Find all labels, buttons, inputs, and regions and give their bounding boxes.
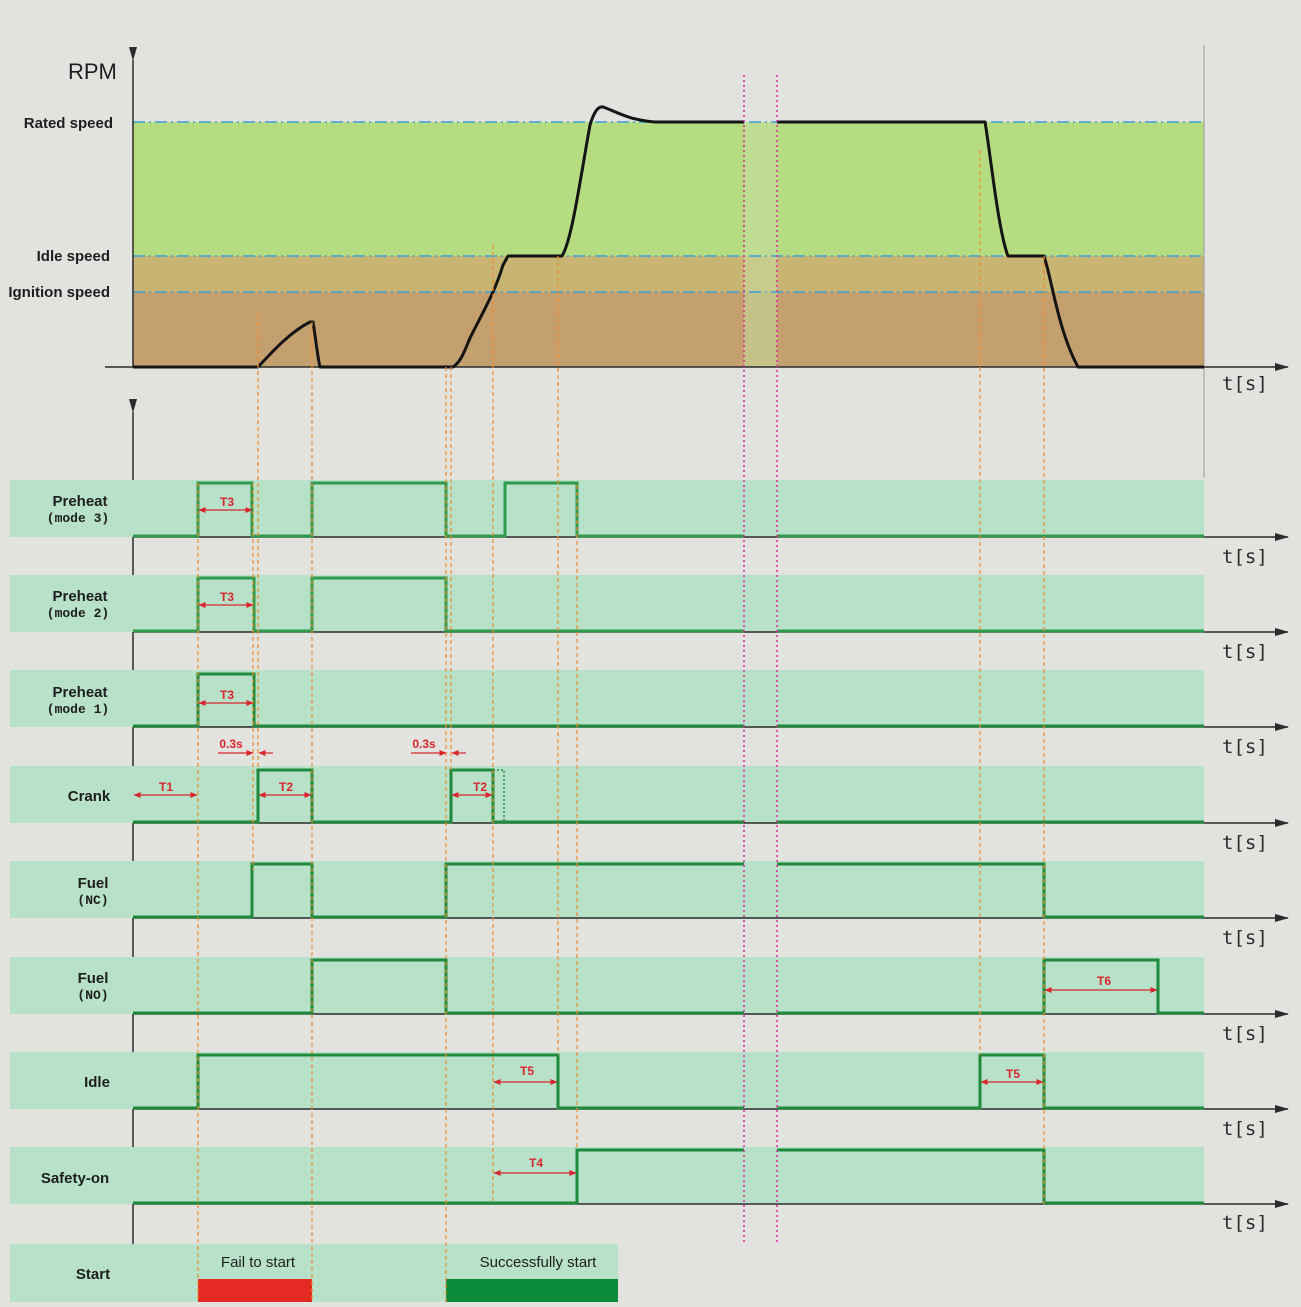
row-preheat-mode1: Preheat (mode 1) t[s] [10, 670, 1289, 758]
row-preheat-mode3: Preheat (mode 3) t[s] [10, 480, 1289, 568]
event-markers [197, 150, 1045, 1302]
time-unit-label: t[s] [1222, 641, 1268, 663]
rated-zone [133, 122, 1204, 256]
fail-to-start-bar [198, 1279, 312, 1302]
t1-label: T1 [159, 780, 173, 794]
signal-label: Fuel [78, 875, 109, 892]
fail-to-start-label: Fail to start [221, 1254, 296, 1271]
rpm-curve [133, 105, 1204, 369]
signal-label: Preheat [52, 684, 107, 701]
signal-sublabel: (NO) [77, 988, 108, 1003]
time-unit-label: t[s] [1222, 736, 1268, 758]
row-band [10, 766, 1204, 823]
t2-label-second: T2 [473, 780, 487, 794]
row-fuel-no: Fuel (NO) t[s] [10, 957, 1289, 1045]
rpm-time-axis-label: t[s] [1222, 373, 1268, 395]
delay-label-second: 0.3s [412, 737, 436, 751]
row-band [10, 480, 1204, 537]
signal-waveform [133, 1053, 1204, 1110]
t3-label-mode3: T3 [220, 495, 234, 509]
ignition-zone [133, 292, 1204, 367]
row-band [10, 575, 1204, 632]
t4-label: T4 [529, 1156, 543, 1170]
rated-speed-label: Rated speed [24, 115, 113, 132]
successfully-start-label: Successfully start [480, 1254, 598, 1271]
ignition-speed-label: Ignition speed [8, 284, 110, 301]
row-band [10, 1052, 1204, 1109]
signal-label: Crank [68, 788, 111, 805]
crank-extension-dotted [493, 769, 505, 822]
time-break-gap [744, 122, 777, 367]
row-band [10, 861, 1204, 918]
time-unit-label: t[s] [1222, 1212, 1268, 1234]
row-idle: Idle t[s] [10, 1052, 1289, 1140]
row-band [10, 957, 1204, 1014]
signal-label: Idle [84, 1074, 110, 1091]
row-preheat-mode2: Preheat (mode 2) t[s] [10, 575, 1289, 663]
row-start: Start Fail to start Successfully start [10, 1244, 618, 1302]
time-unit-label: t[s] [1222, 1118, 1268, 1140]
rpm-chart: Rated speed Idle speed Ignition speed RP… [8, 45, 1289, 478]
t3-label-mode2: T3 [220, 590, 234, 604]
signal-label: Preheat [52, 588, 107, 605]
rpm-axis-label: RPM [68, 59, 117, 84]
row-crank: Crank t[s] [10, 766, 1289, 854]
signal-sublabel: (mode 1) [47, 702, 109, 717]
time-unit-label: t[s] [1222, 927, 1268, 949]
successfully-start-bar [446, 1279, 618, 1302]
t5-label-start: T5 [520, 1064, 534, 1078]
row-fuel-nc: Fuel (NC) t[s] [10, 861, 1289, 949]
t6-label: T6 [1097, 974, 1111, 988]
start-label: Start [76, 1266, 110, 1283]
signal-label: Preheat [52, 493, 107, 510]
signal-waveform [133, 481, 1204, 538]
t5-label-stop: T5 [1006, 1067, 1020, 1081]
signal-waveform [133, 958, 1204, 1015]
t3-label-mode1: T3 [220, 688, 234, 702]
t2-label-first: T2 [279, 780, 293, 794]
signal-waveform [133, 768, 1204, 824]
row-band [10, 1147, 1204, 1204]
row-band [10, 670, 1204, 727]
signal-sublabel: (mode 2) [47, 606, 109, 621]
signal-label: Fuel [78, 970, 109, 987]
signal-sublabel: (NC) [77, 893, 108, 908]
timing-annotations [133, 507, 1158, 1176]
row-safety-on: Safety-on t[s] [10, 1147, 1289, 1234]
signal-label: Safety-on [41, 1170, 109, 1187]
time-unit-label: t[s] [1222, 1023, 1268, 1045]
idle-zone [133, 256, 1204, 292]
idle-speed-label: Idle speed [37, 248, 110, 265]
signal-waveform [133, 672, 1204, 728]
time-unit-label: t[s] [1222, 546, 1268, 568]
delay-label-first: 0.3s [219, 737, 243, 751]
signal-sublabel: (mode 3) [47, 511, 109, 526]
time-unit-label: t[s] [1222, 832, 1268, 854]
